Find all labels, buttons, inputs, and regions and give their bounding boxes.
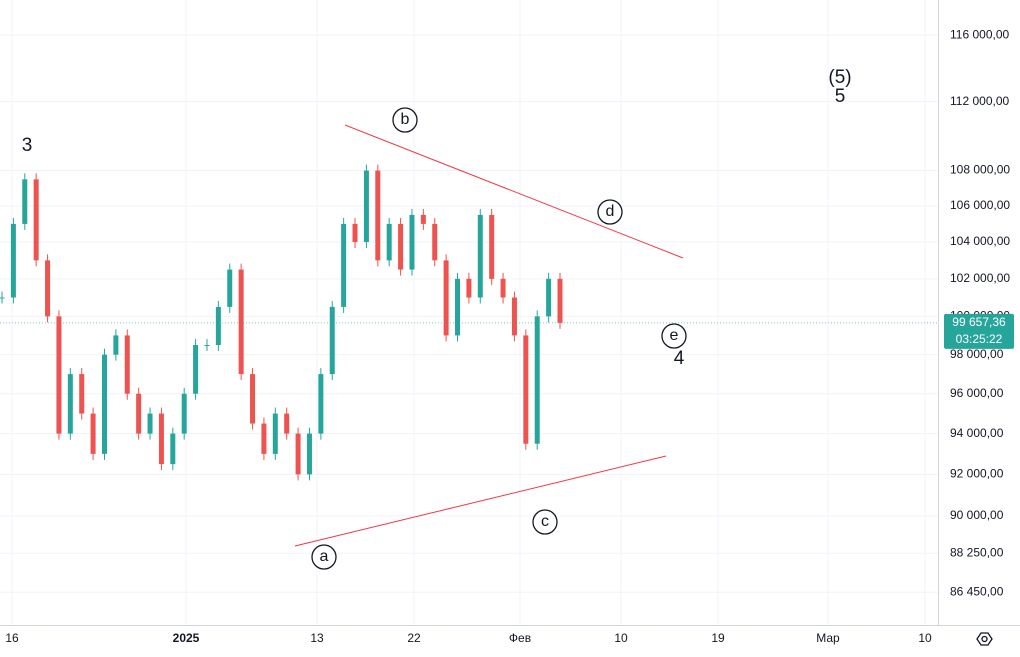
candle-body	[101, 354, 107, 454]
y-tick-label: 108 000,00	[950, 163, 1010, 177]
y-tick-label: 94 000,00	[950, 426, 1004, 440]
candle-body	[136, 393, 142, 434]
circled-label: b	[392, 107, 418, 133]
circled-label: d	[597, 199, 623, 225]
candle-body	[90, 413, 96, 454]
y-tick-label: 86 450,00	[950, 584, 1004, 598]
candle-body	[181, 393, 187, 434]
circled-label: e	[661, 323, 687, 349]
candle-body	[238, 269, 244, 375]
y-tick-label: 90 000,00	[950, 508, 1004, 522]
candle-body	[489, 214, 495, 279]
candle-body	[33, 179, 39, 261]
wave-label: a	[320, 548, 329, 565]
wave-label: b	[401, 111, 410, 128]
candle-body	[557, 278, 563, 323]
candle-body	[170, 433, 176, 465]
circled-label: a	[311, 544, 337, 570]
candle-body	[523, 335, 529, 444]
candle-body	[534, 316, 540, 444]
wave-label: e	[670, 327, 679, 344]
candle-body	[386, 223, 392, 261]
candle-body	[261, 423, 267, 454]
wave-label: 3	[22, 135, 33, 156]
y-tick-label: 116 000,00	[950, 27, 1009, 41]
candle-body	[10, 223, 16, 298]
x-tick-label: Мар	[816, 631, 840, 645]
x-tick-label: 10	[918, 631, 932, 645]
candle-body	[124, 335, 130, 394]
x-tick-label: 2025	[173, 631, 200, 645]
candle-body	[45, 260, 51, 317]
y-tick-label: 88 250,00	[950, 545, 1004, 559]
candle-body	[306, 433, 312, 475]
grid	[0, 0, 938, 625]
y-tick-label: 92 000,00	[950, 467, 1004, 481]
candle-body	[500, 278, 506, 298]
candle-body	[432, 223, 438, 261]
candle-body	[511, 297, 517, 336]
wave-label: c	[541, 513, 549, 530]
candle-body	[250, 374, 256, 424]
candle-body	[272, 413, 278, 454]
settings-button[interactable]	[976, 632, 993, 646]
x-tick-label: Фев	[509, 631, 531, 645]
candle-body	[443, 260, 449, 336]
y-tick-label: 106 000,00	[950, 198, 1010, 212]
candle-body	[455, 278, 461, 336]
y-tick-label: 112 000,00	[950, 94, 1009, 108]
candle-body	[546, 278, 552, 317]
candle-body	[204, 345, 210, 347]
candle-body	[56, 316, 62, 434]
candle-body	[409, 214, 415, 270]
candle-body	[193, 345, 199, 394]
x-tick-label: 19	[711, 631, 725, 645]
wave-label: d	[606, 203, 615, 220]
y-tick-label: 102 000,00	[950, 271, 1010, 285]
x-tick-label: 13	[310, 631, 324, 645]
candle-body	[318, 374, 324, 434]
countdown-label: 03:25:22	[956, 332, 1003, 346]
candle-body	[79, 374, 85, 414]
x-tick-label: 10	[614, 631, 628, 645]
circled-label: c	[532, 509, 558, 535]
price-tag	[944, 313, 1014, 349]
candle-body	[420, 214, 426, 224]
candle-body	[466, 278, 472, 298]
candle-body	[363, 170, 369, 243]
candle-body	[215, 306, 221, 346]
wave-label: (5)	[828, 67, 851, 88]
price-tag-label: 99 657,36	[952, 315, 1006, 329]
candle-body	[227, 269, 233, 307]
candle-body	[477, 214, 483, 298]
candle-body	[147, 413, 153, 434]
y-tick-label: 98 000,00	[950, 347, 1004, 361]
y-tick-label: 104 000,00	[950, 234, 1010, 248]
wave-label: 5	[835, 86, 846, 107]
wave-label: 4	[674, 348, 685, 369]
candle-body	[67, 374, 73, 434]
candle-body	[352, 223, 358, 243]
candle-body	[398, 223, 404, 270]
candle-body	[295, 433, 301, 475]
candle-body	[113, 335, 119, 355]
upper-trendline	[344, 124, 684, 259]
candle-body	[341, 223, 347, 307]
candle-body	[0, 297, 5, 299]
y-tick-label: 96 000,00	[950, 386, 1004, 400]
x-tick-label: 16	[5, 631, 19, 645]
candle-body	[329, 306, 335, 375]
candles	[0, 164, 563, 481]
candle-body	[22, 179, 28, 224]
x-tick-label: 22	[407, 631, 421, 645]
candle-body	[158, 413, 164, 465]
candle-body	[375, 170, 381, 261]
axes: 116 000,00 112 000,00 108 000,00 106 000,00…	[0, 27, 1014, 645]
lower-trendline	[294, 455, 667, 547]
candle-body	[284, 413, 290, 434]
